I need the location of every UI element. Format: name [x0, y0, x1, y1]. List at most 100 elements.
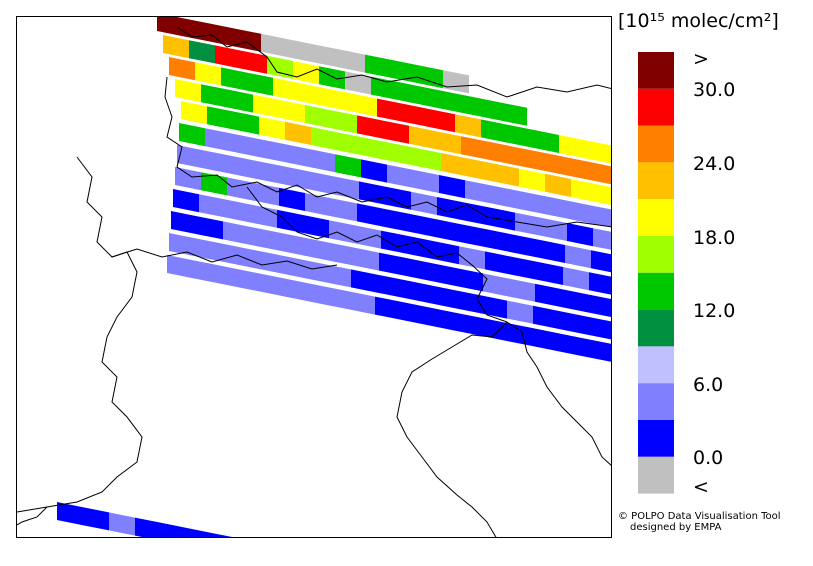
- swath-pixel: [391, 59, 417, 83]
- swath-pixel: [305, 105, 331, 129]
- swath-pixel: [337, 132, 363, 156]
- swath-pixel: [351, 269, 377, 293]
- swath-pixel: [241, 50, 267, 74]
- country-borders: [17, 26, 611, 537]
- legend-swatch: [638, 346, 674, 384]
- swath-pixel: [461, 224, 487, 248]
- swath-pixel: [297, 281, 323, 305]
- swath-pixel: [281, 165, 307, 189]
- swath-pixel: [313, 44, 339, 68]
- swath-pixel: [323, 286, 349, 310]
- swath-pixel: [591, 162, 611, 185]
- swath-pixel: [233, 111, 259, 135]
- credit-line-1: © POLPO Data Visualisation Tool: [618, 511, 781, 522]
- swath-pixel: [505, 322, 531, 346]
- swath-pixel: [423, 87, 449, 111]
- legend-swatch: [638, 52, 674, 89]
- swath-pixel: [377, 274, 403, 298]
- swath-pixel: [585, 316, 611, 340]
- swath-pixel: [253, 94, 279, 118]
- swath-pixel: [225, 199, 251, 223]
- swath-pixel: [161, 522, 187, 537]
- swath-pixel: [565, 245, 591, 269]
- swath-pixel: [385, 186, 411, 210]
- swath-pixel: [463, 202, 489, 226]
- swath-pixel: [339, 49, 365, 73]
- swath-pixel: [481, 119, 507, 143]
- swath-pixel: [545, 173, 571, 197]
- swath-pixel: [371, 76, 397, 100]
- legend-label-24: 24.0: [693, 153, 736, 175]
- swath-pixel: [345, 71, 371, 95]
- legend-swatch: [638, 309, 674, 347]
- swath-pixel: [501, 102, 527, 126]
- legend-swatch: [638, 236, 674, 273]
- swath-pixel: [403, 103, 429, 127]
- coastline: [17, 506, 48, 526]
- swath-pixel: [355, 225, 381, 249]
- swath-pixel: [487, 141, 513, 165]
- swath-pixel: [427, 307, 453, 331]
- swath-pixel: [597, 184, 611, 205]
- swath-pixel: [557, 333, 583, 357]
- swath-pixel: [201, 84, 227, 108]
- swath-pixel: [193, 260, 219, 284]
- swath-pixel: [333, 176, 359, 200]
- swath-pixel: [307, 171, 333, 195]
- swath-pixel: [173, 189, 199, 213]
- swath-pixel: [293, 61, 319, 85]
- swath-pixel: [435, 219, 461, 243]
- swath-pixel: [253, 182, 279, 206]
- swath-pixel: [569, 201, 595, 225]
- swath-pixel: [401, 301, 427, 325]
- swath-pixel: [331, 110, 357, 134]
- swath-pixel: [247, 72, 273, 96]
- swath-pixel: [219, 265, 245, 289]
- swath-pixel: [213, 533, 232, 537]
- swath-pixel: [611, 321, 612, 344]
- swath-pixel: [359, 181, 385, 205]
- swath-pixel: [327, 242, 353, 266]
- swath-pixel: [381, 230, 407, 254]
- swath-pixel: [533, 129, 559, 153]
- swath-pixel: [413, 169, 439, 193]
- swath-pixel: [507, 300, 533, 324]
- swath-pixel: [257, 138, 283, 162]
- legend-label-30: 30.0: [693, 79, 736, 101]
- swath-pixel: [571, 179, 597, 203]
- swath-pixel: [183, 18, 209, 42]
- swath-pixel: [435, 131, 461, 155]
- swath-pixel: [163, 35, 189, 59]
- swath-pixel: [189, 40, 215, 64]
- swath-pixel: [559, 311, 585, 335]
- swath-pixel: [587, 294, 611, 317]
- legend-swatch: [638, 420, 674, 457]
- swath-pixel: [479, 317, 505, 341]
- swath-pixel: [195, 238, 221, 262]
- swath-pixel: [387, 164, 413, 188]
- swath-pixel: [351, 93, 377, 117]
- legend-label-6: 6.0: [693, 374, 724, 396]
- swath-pixel: [539, 239, 565, 263]
- swath-pixel: [459, 246, 485, 270]
- legend-swatch: [638, 272, 674, 310]
- swath-pixel: [409, 213, 435, 237]
- swath-pixel: [57, 502, 83, 526]
- swath-pixel: [365, 54, 391, 78]
- satellite-map: [17, 17, 612, 537]
- swath-pixel: [223, 221, 249, 245]
- swath-pixel: [453, 312, 479, 336]
- swath-pixel: [157, 17, 183, 37]
- swath-pixel: [357, 203, 383, 227]
- swath-pixel: [531, 327, 557, 351]
- swath-pixel: [609, 343, 611, 362]
- swath-pixel: [481, 295, 507, 319]
- swath-pixel: [595, 206, 611, 228]
- swath-pixel: [231, 133, 257, 157]
- legend-label-below: <: [693, 476, 709, 498]
- swath-pixel: [299, 83, 325, 107]
- swath-pixel: [541, 217, 567, 241]
- swath-pixel: [255, 160, 281, 184]
- swath-pixel: [249, 226, 275, 250]
- swath-pixel: [215, 45, 241, 69]
